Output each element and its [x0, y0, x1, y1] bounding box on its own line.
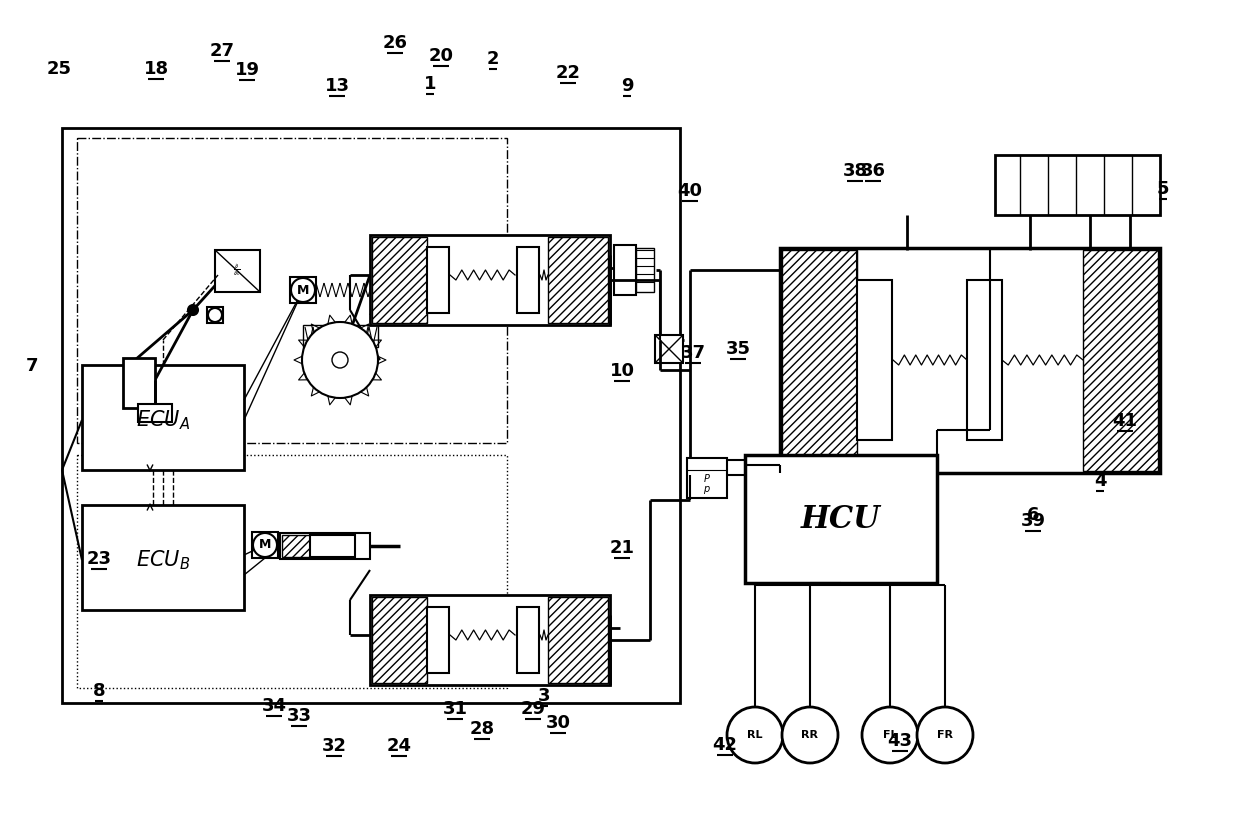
Text: 24: 24: [387, 737, 412, 755]
Text: $\frac{\partial}{\partial t}$: $\frac{\partial}{\partial t}$: [233, 263, 241, 279]
Text: RR: RR: [801, 730, 818, 740]
Text: 13: 13: [325, 77, 350, 95]
Bar: [123, 358, 155, 408]
Circle shape: [253, 533, 277, 557]
Bar: [780, 248, 1159, 473]
Bar: [77, 138, 507, 443]
Text: 6: 6: [1027, 506, 1039, 524]
Text: 22: 22: [556, 64, 580, 82]
Bar: [517, 607, 539, 673]
Bar: [857, 280, 892, 440]
Text: 21: 21: [610, 539, 635, 557]
Text: $P$: $P$: [703, 472, 711, 484]
Text: RL: RL: [748, 730, 763, 740]
Bar: [82, 365, 244, 470]
Circle shape: [862, 707, 918, 763]
Bar: [782, 250, 857, 471]
Bar: [548, 237, 608, 323]
Circle shape: [291, 278, 315, 302]
Circle shape: [208, 308, 222, 322]
Bar: [77, 455, 507, 688]
Bar: [82, 505, 244, 610]
Bar: [62, 128, 680, 703]
Text: 32: 32: [321, 737, 346, 755]
Text: $ECU_B$: $ECU_B$: [136, 548, 190, 572]
Text: 30: 30: [546, 714, 570, 732]
Text: FR: FR: [937, 730, 954, 740]
Text: 25: 25: [47, 60, 72, 78]
Text: $ECU_A$: $ECU_A$: [136, 408, 190, 432]
Bar: [614, 245, 636, 295]
Text: 20: 20: [429, 47, 454, 65]
Bar: [303, 325, 378, 347]
Bar: [1083, 250, 1158, 471]
Text: M: M: [296, 283, 309, 297]
Bar: [207, 307, 223, 323]
Bar: [370, 595, 610, 685]
Text: M: M: [259, 538, 272, 551]
Text: 8: 8: [93, 682, 105, 700]
Text: 27: 27: [210, 42, 234, 60]
Bar: [427, 247, 449, 313]
Circle shape: [303, 322, 378, 398]
Text: 26: 26: [382, 34, 408, 52]
Text: HCU: HCU: [801, 503, 880, 534]
Bar: [372, 237, 427, 323]
Text: 2: 2: [487, 50, 500, 68]
Text: 5: 5: [1157, 180, 1169, 198]
Text: 41: 41: [1112, 412, 1137, 430]
Bar: [370, 235, 610, 325]
Bar: [281, 535, 310, 557]
Text: 1: 1: [424, 75, 436, 93]
Circle shape: [188, 305, 198, 315]
Text: 35: 35: [725, 340, 750, 358]
Text: 38: 38: [842, 162, 868, 180]
Circle shape: [332, 352, 348, 368]
Text: 39: 39: [1021, 512, 1045, 530]
Bar: [967, 280, 1002, 440]
Text: 40: 40: [677, 182, 703, 200]
Bar: [517, 247, 539, 313]
Text: 28: 28: [470, 720, 495, 738]
Text: 18: 18: [144, 60, 169, 78]
Text: 7: 7: [26, 357, 38, 375]
Text: 23: 23: [87, 550, 112, 568]
Text: 10: 10: [610, 362, 635, 380]
Text: 4: 4: [1094, 472, 1106, 490]
Circle shape: [727, 707, 782, 763]
Text: 19: 19: [234, 61, 259, 79]
Bar: [215, 250, 260, 292]
Text: $p$: $p$: [703, 484, 711, 496]
Text: 29: 29: [521, 700, 546, 718]
Bar: [636, 248, 653, 292]
Bar: [548, 597, 608, 683]
Text: 42: 42: [713, 736, 738, 754]
Text: 34: 34: [262, 697, 286, 715]
Text: 9: 9: [621, 77, 634, 95]
Bar: [427, 607, 449, 673]
Text: 37: 37: [681, 344, 706, 362]
Bar: [252, 532, 278, 558]
Text: 36: 36: [861, 162, 885, 180]
Bar: [310, 535, 355, 557]
Bar: [290, 277, 316, 303]
Circle shape: [918, 707, 973, 763]
Text: FL: FL: [883, 730, 898, 740]
Bar: [138, 404, 172, 422]
Bar: [687, 458, 727, 498]
Circle shape: [782, 707, 838, 763]
Text: 33: 33: [286, 707, 311, 725]
Bar: [372, 597, 427, 683]
Text: 43: 43: [888, 732, 913, 750]
Bar: [655, 335, 683, 363]
Bar: [745, 455, 937, 583]
Bar: [280, 533, 370, 559]
Text: 3: 3: [538, 687, 551, 705]
Bar: [994, 155, 1159, 215]
Text: 31: 31: [443, 700, 467, 718]
